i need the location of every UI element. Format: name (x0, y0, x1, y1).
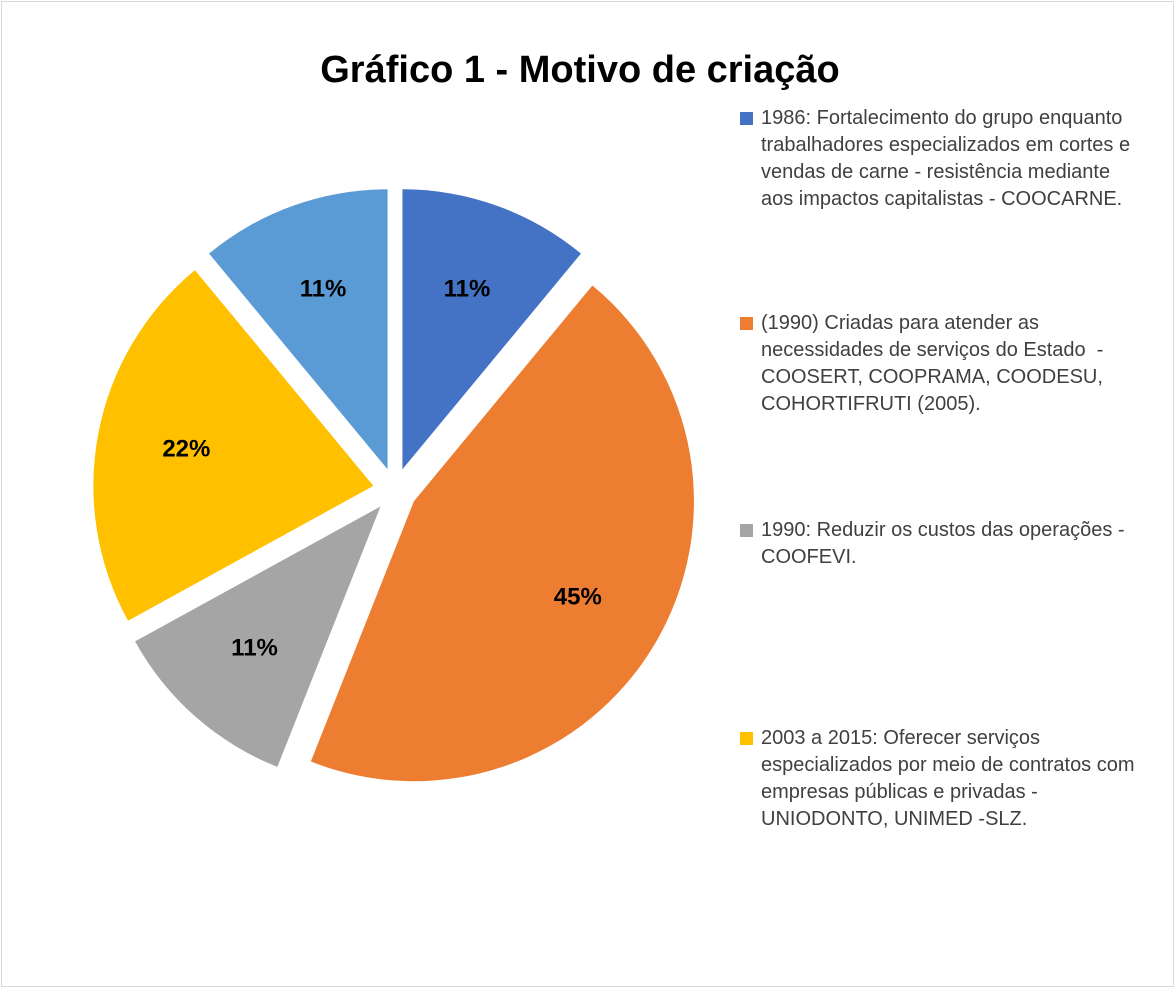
data-label: 11% (444, 276, 491, 303)
pie-slice (93, 270, 374, 621)
data-label: 11% (231, 635, 278, 662)
legend-label: 2003 a 2015: Oferecer serviços especiali… (761, 727, 1141, 830)
legend-entry: (1990) Criadas para atender as necessida… (740, 310, 1145, 418)
legend-swatch (740, 524, 753, 537)
legend-swatch (740, 317, 753, 330)
data-label: 11% (300, 276, 347, 303)
legend-swatch (740, 112, 753, 125)
data-label: 45% (554, 583, 602, 610)
legend-entry: 2003 a 2015: Oferecer serviços especiali… (740, 725, 1145, 833)
legend-label: 1990: Reduzir os custos das operações - … (761, 519, 1131, 568)
legend-label: 1986: Fortalecimento do grupo enquanto t… (761, 107, 1136, 210)
pie-slice (310, 285, 694, 782)
legend-entry: 1990: Reduzir os custos das operações - … (740, 517, 1145, 571)
legend-label: (1990) Criadas para atender as necessida… (761, 312, 1115, 415)
pie-slice (135, 506, 381, 767)
pie-slice (209, 189, 388, 470)
data-label: 22% (162, 436, 210, 463)
chart-title: Gráfico 1 - Motivo de criação (320, 49, 839, 91)
legend-swatch (740, 732, 753, 745)
pie-slice (402, 189, 581, 470)
legend-entry: 1986: Fortalecimento do grupo enquanto t… (740, 105, 1145, 213)
